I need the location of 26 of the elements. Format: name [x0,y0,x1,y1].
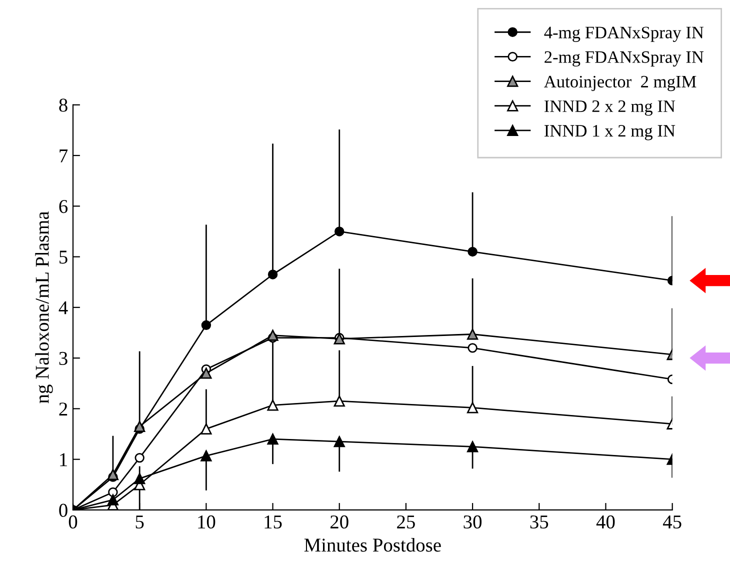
y-tick-label: 0 [59,504,68,517]
x-tick-label: 20 [330,515,348,529]
x-tick-label: 5 [136,516,144,529]
legend-label: INND 1 x 2 mg IN [544,125,676,140]
x-tick-label: 25 [397,515,415,529]
y-axis-title: ng Naloxone/mL Plasma [35,211,53,404]
x-tick-label: 0 [68,515,78,529]
legend-label: 4-mg FDANxSpray IN [544,26,704,42]
y-tick-label: 6 [59,200,68,214]
y-tick-label: 8 [59,98,68,112]
y-tick-label: 2 [59,402,68,416]
x-tick-label: 15 [264,515,282,529]
y-tick-label: 4 [58,301,68,314]
x-tick-label: 45 [662,516,682,529]
legend-label: INND 2 x 2 mg IN [544,100,676,116]
x-tick-label: 30 [464,515,482,529]
y-tick-label: 7 [60,150,68,162]
y-tick-label: 3 [59,352,68,365]
legend-label: 2-mg FDANxSpray IN [544,51,704,67]
x-tick-label: 35 [530,515,548,529]
y-tick-label: 1 [60,453,67,466]
legend-label: Autoinjector 2 mgIM [544,76,696,92]
x-tick-label: 40 [596,515,615,529]
x-tick-label: 10 [198,515,216,529]
y-tick-label: 5 [60,250,68,264]
x-axis-title: Minutes Postdose [304,538,441,552]
